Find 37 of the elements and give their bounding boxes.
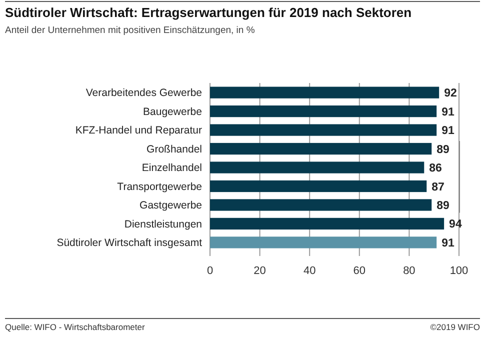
text: ©2019 WIFO	[430, 322, 480, 332]
y-tick-label: Südtiroler Wirtschaft insgesamt	[56, 237, 202, 250]
x-tick-label: 20	[254, 265, 266, 277]
data-label: 86	[429, 162, 442, 175]
data-label: 92	[444, 88, 457, 100]
data-label: 89	[436, 200, 450, 212]
data-label: 91	[442, 125, 455, 138]
x-tick-label: 0	[206, 265, 214, 277]
bar	[210, 124, 437, 136]
bar	[210, 180, 427, 192]
bar	[210, 162, 424, 174]
y-tick-label: Verarbeitendes Gewerbe	[86, 87, 202, 100]
data-label: 89	[436, 144, 450, 156]
data-label: 91	[442, 237, 455, 250]
bar	[210, 236, 437, 248]
data-label: 94	[449, 218, 462, 231]
data-label: 91	[442, 106, 455, 118]
source-note: Quelle: WIFO - Wirtschaftsbarometer	[5, 322, 145, 332]
bar	[210, 218, 444, 230]
bar	[210, 142, 432, 155]
y-tick-label: KFZ-Handel und Reparatur	[75, 124, 202, 137]
y-tick-label: Dienstleistungen	[124, 218, 202, 230]
y-tick-label: Großhandel	[146, 143, 202, 156]
chart-title: Südtiroler Wirtschaft: Ertragserwartungen für 2019 nach Sektoren	[5, 5, 412, 20]
data-label: 87	[432, 181, 444, 194]
y-tick-label: Einzelhandel	[142, 162, 202, 174]
x-tick-label: 40	[303, 265, 316, 277]
x-tick-label: 100	[450, 265, 468, 277]
bar	[210, 199, 432, 211]
bar	[210, 86, 440, 98]
y-tick-label: Gastgewerbe	[140, 200, 202, 212]
x-tick-label: 80	[403, 265, 416, 277]
bar	[210, 105, 437, 118]
text: Anteil der Unternehmen mit positiven Einschätzungen, in %	[5, 25, 256, 36]
x-tick-label: 60	[353, 265, 366, 277]
y-tick-label: Transportgewerbe	[117, 180, 202, 193]
y-tick-label: Baugewerbe	[143, 106, 202, 118]
